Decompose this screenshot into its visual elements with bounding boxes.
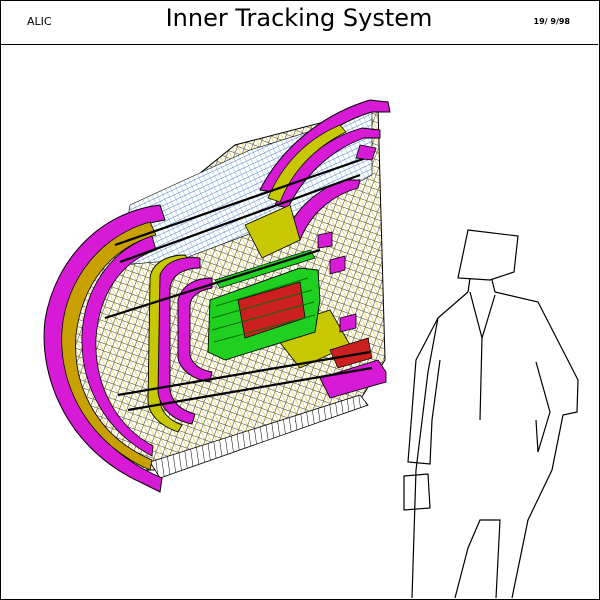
figure-head [457, 229, 519, 281]
inner-green-stripes [211, 277, 316, 343]
inner-layer-magenta [177, 277, 213, 383]
page-title: Inner Tracking System [165, 4, 433, 32]
figure-body [411, 291, 579, 599]
figure-neck [467, 277, 496, 293]
figure-left-arm [407, 317, 441, 465]
its-detector-drawing [43, 99, 391, 493]
figure-right-arm [535, 361, 551, 453]
figure-left-hand [403, 473, 431, 511]
figure-legs [454, 519, 501, 599]
date-label: 19/ 9/98 [533, 17, 570, 26]
back-ring-olive-strip [267, 124, 347, 203]
human-scale-figure [403, 229, 579, 599]
bottom-ladder-strip [149, 394, 369, 479]
outer-ring-olive-edge [61, 221, 157, 471]
olive-panel-upper [244, 204, 301, 259]
middle-layer-magenta [157, 257, 201, 425]
experiment-label: ALIC [27, 15, 52, 28]
ring-end-tips [317, 144, 377, 333]
back-ring-top-3 [284, 179, 361, 241]
support-rods [104, 156, 373, 412]
outer-ring-magenta-inner [81, 235, 157, 457]
figure-lapels [469, 291, 496, 421]
header-bar: ALIC Inner Tracking System 19/ 9/98 [0, 0, 598, 45]
red-accent-right [329, 337, 373, 369]
